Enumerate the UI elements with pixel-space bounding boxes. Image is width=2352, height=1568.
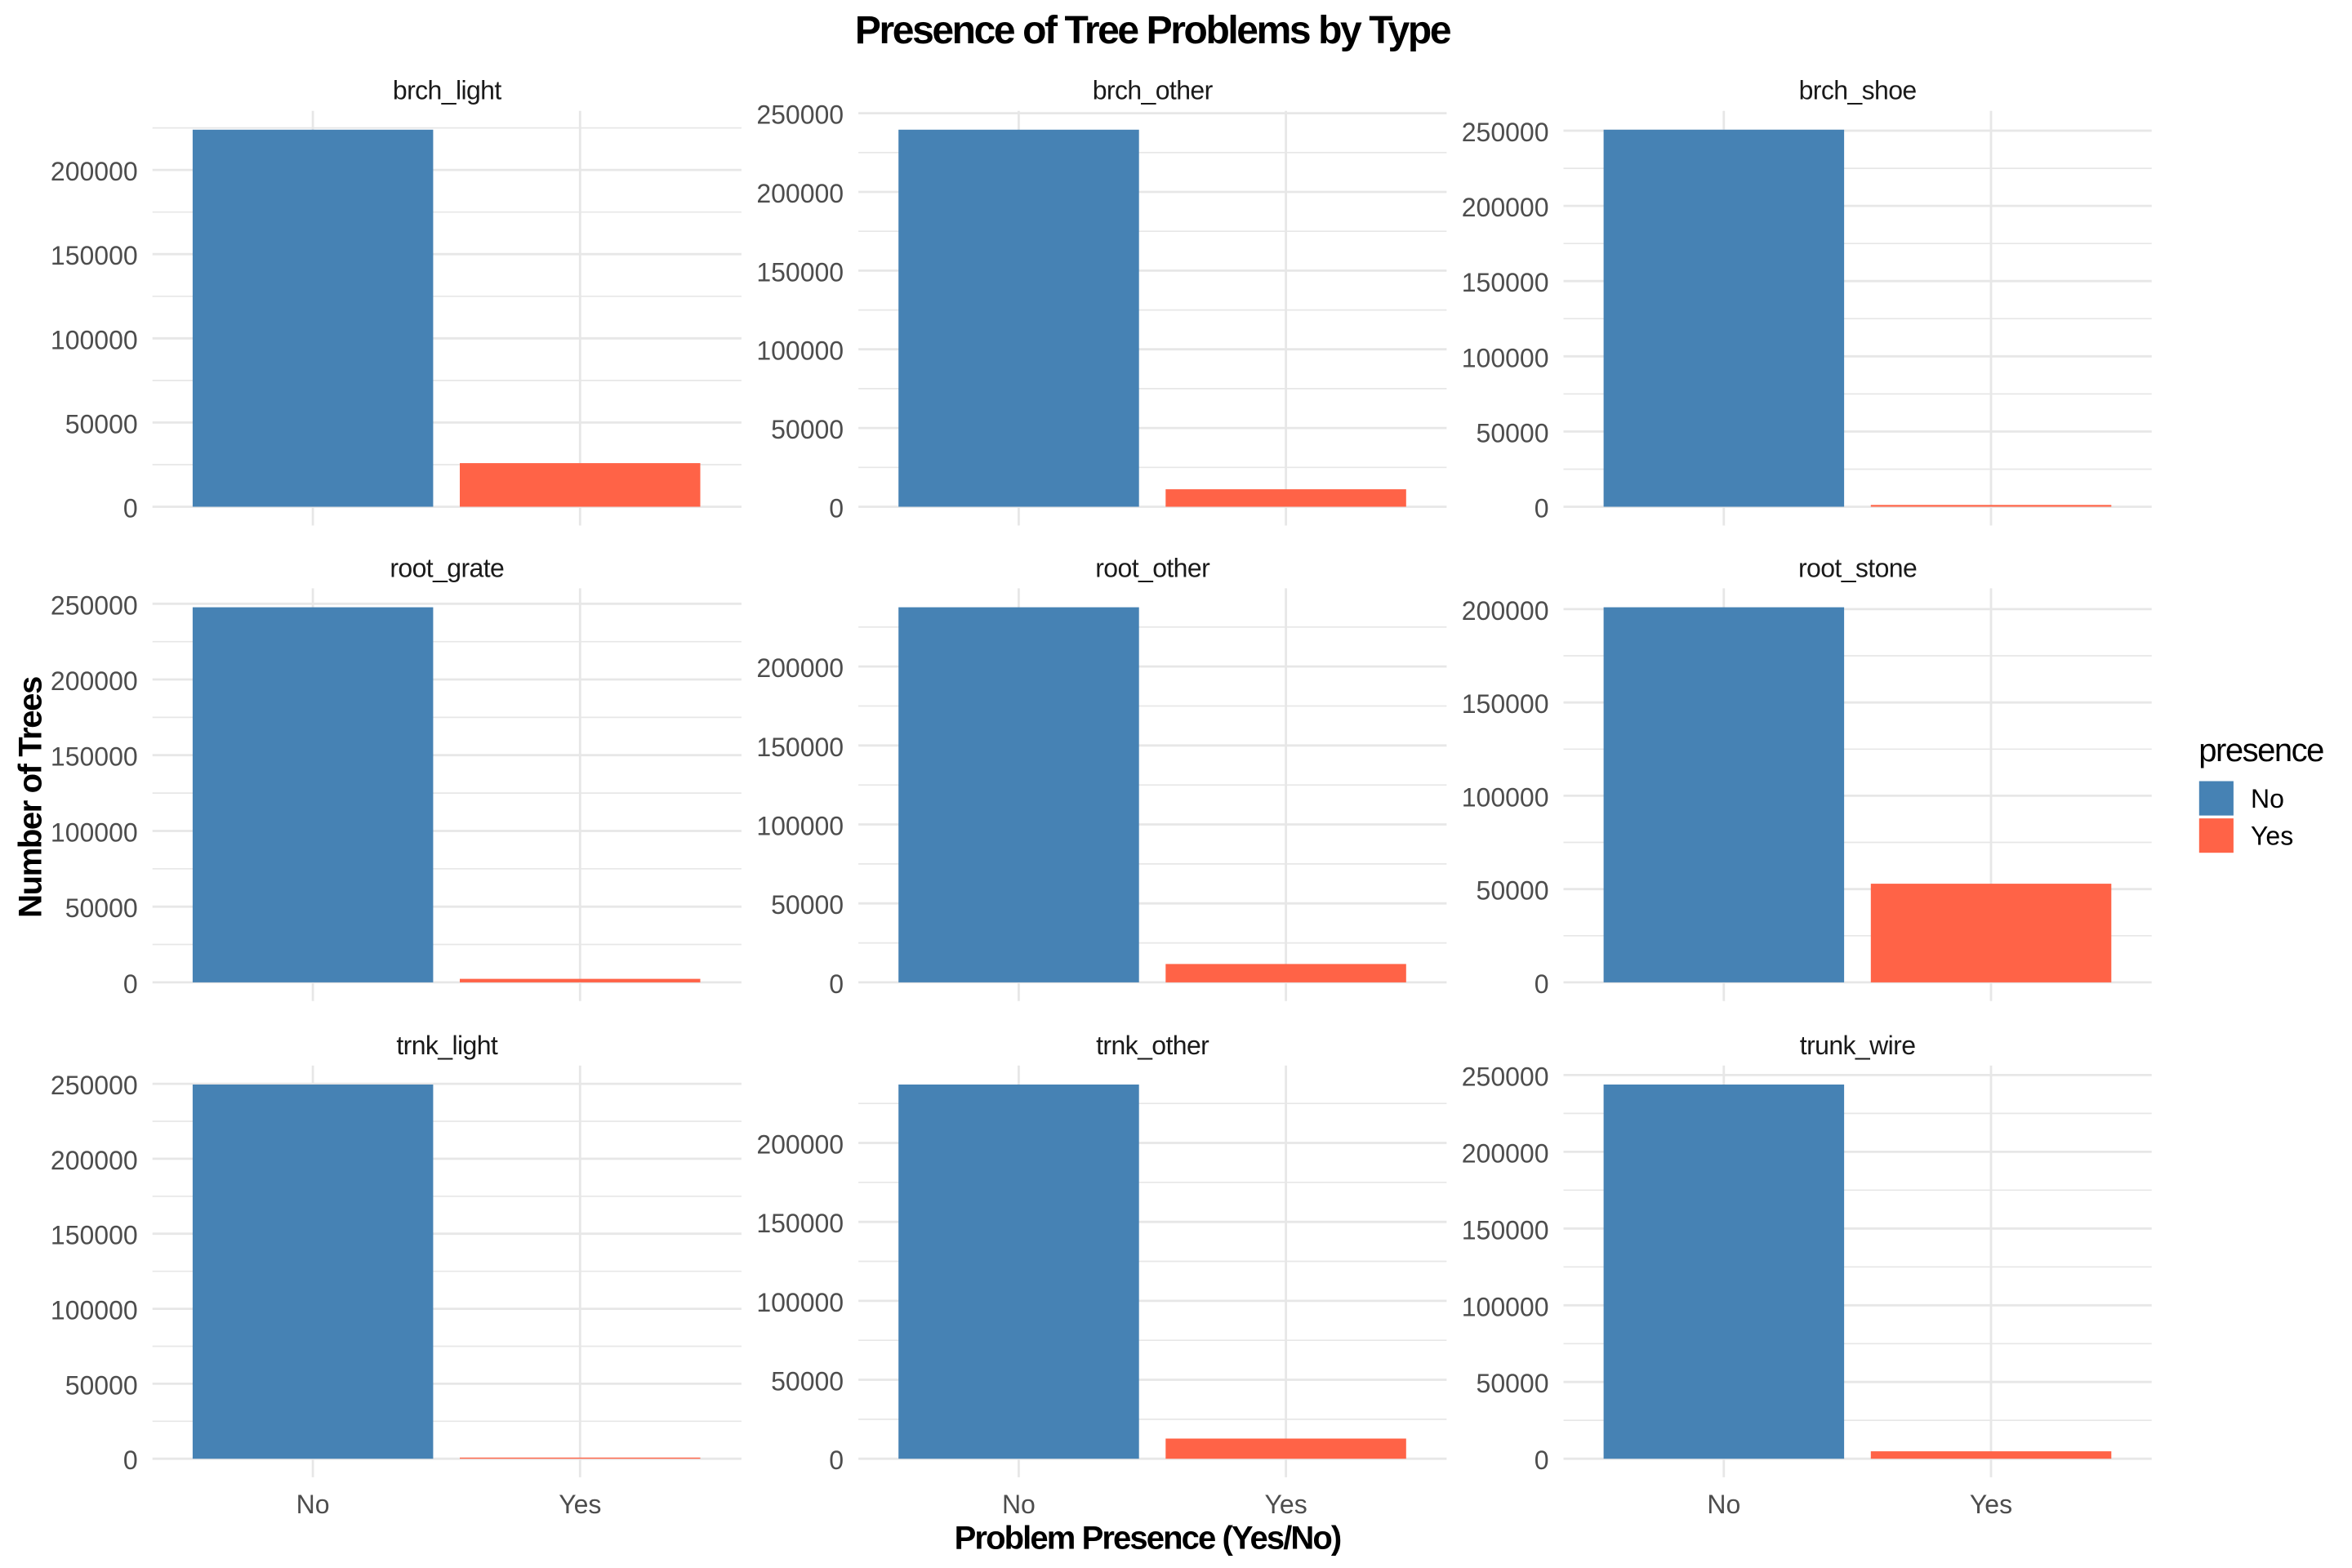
svg-text:100000: 100000 bbox=[1462, 782, 1549, 812]
svg-text:root_other: root_other bbox=[1095, 553, 1210, 582]
svg-text:250000: 250000 bbox=[1462, 118, 1549, 147]
svg-text:trnk_other: trnk_other bbox=[1096, 1031, 1209, 1060]
svg-text:50000: 50000 bbox=[771, 415, 844, 444]
svg-text:150000: 150000 bbox=[756, 257, 844, 287]
svg-text:200000: 200000 bbox=[756, 653, 844, 683]
svg-text:0: 0 bbox=[1535, 494, 1549, 523]
svg-text:150000: 150000 bbox=[51, 241, 138, 270]
svg-text:150000: 150000 bbox=[1462, 689, 1549, 719]
svg-text:No: No bbox=[296, 1490, 330, 1519]
svg-text:50000: 50000 bbox=[65, 409, 138, 439]
svg-text:No: No bbox=[1002, 1490, 1036, 1519]
svg-text:200000: 200000 bbox=[1462, 1138, 1549, 1168]
svg-text:No: No bbox=[2251, 784, 2284, 813]
svg-text:250000: 250000 bbox=[51, 1071, 138, 1100]
svg-text:150000: 150000 bbox=[756, 733, 844, 762]
svg-text:brch_light: brch_light bbox=[393, 76, 501, 105]
svg-text:100000: 100000 bbox=[51, 1296, 138, 1325]
svg-text:150000: 150000 bbox=[51, 742, 138, 772]
svg-text:150000: 150000 bbox=[756, 1209, 844, 1238]
svg-text:100000: 100000 bbox=[51, 818, 138, 848]
svg-text:250000: 250000 bbox=[1462, 1062, 1549, 1091]
svg-text:250000: 250000 bbox=[756, 100, 844, 130]
svg-text:50000: 50000 bbox=[1477, 418, 1549, 448]
svg-text:200000: 200000 bbox=[1462, 193, 1549, 222]
svg-text:250000: 250000 bbox=[51, 590, 138, 620]
svg-text:root_stone: root_stone bbox=[1798, 553, 1917, 582]
svg-text:100000: 100000 bbox=[51, 325, 138, 354]
svg-text:50000: 50000 bbox=[1477, 876, 1549, 906]
svg-text:Yes: Yes bbox=[2251, 822, 2293, 851]
svg-text:Yes: Yes bbox=[1264, 1490, 1307, 1519]
svg-text:100000: 100000 bbox=[756, 1288, 844, 1317]
svg-text:150000: 150000 bbox=[51, 1221, 138, 1250]
svg-text:presence: presence bbox=[2198, 733, 2323, 768]
svg-text:200000: 200000 bbox=[1462, 596, 1549, 626]
svg-text:50000: 50000 bbox=[65, 1370, 138, 1400]
svg-text:100000: 100000 bbox=[1462, 343, 1549, 372]
svg-text:0: 0 bbox=[1535, 1446, 1549, 1475]
svg-text:50000: 50000 bbox=[1477, 1369, 1549, 1398]
svg-text:trunk_wire: trunk_wire bbox=[1800, 1031, 1916, 1060]
svg-text:50000: 50000 bbox=[771, 890, 844, 920]
svg-text:0: 0 bbox=[123, 1446, 138, 1475]
svg-text:150000: 150000 bbox=[1462, 268, 1549, 297]
svg-text:200000: 200000 bbox=[51, 1146, 138, 1175]
svg-text:brch_other: brch_other bbox=[1093, 76, 1214, 105]
svg-text:100000: 100000 bbox=[756, 812, 844, 841]
svg-text:Presence of Tree Problems by T: Presence of Tree Problems by Type bbox=[855, 9, 1451, 52]
svg-text:100000: 100000 bbox=[1462, 1292, 1549, 1321]
svg-text:0: 0 bbox=[123, 494, 138, 523]
svg-text:brch_shoe: brch_shoe bbox=[1799, 76, 1917, 105]
svg-text:Number of Trees: Number of Trees bbox=[13, 677, 49, 918]
svg-text:200000: 200000 bbox=[51, 157, 138, 186]
svg-text:200000: 200000 bbox=[756, 1130, 844, 1160]
svg-text:50000: 50000 bbox=[65, 893, 138, 923]
svg-text:0: 0 bbox=[829, 969, 844, 999]
svg-text:150000: 150000 bbox=[1462, 1215, 1549, 1245]
svg-text:root_grate: root_grate bbox=[390, 553, 504, 582]
svg-text:0: 0 bbox=[829, 494, 844, 523]
svg-text:trnk_light: trnk_light bbox=[396, 1031, 498, 1060]
svg-text:50000: 50000 bbox=[771, 1367, 844, 1396]
svg-text:0: 0 bbox=[1535, 969, 1549, 999]
svg-text:200000: 200000 bbox=[756, 179, 844, 208]
svg-text:Yes: Yes bbox=[559, 1490, 601, 1519]
svg-text:0: 0 bbox=[829, 1446, 844, 1475]
svg-text:Yes: Yes bbox=[1970, 1490, 2012, 1519]
svg-text:100000: 100000 bbox=[756, 336, 844, 366]
svg-text:0: 0 bbox=[123, 969, 138, 999]
svg-text:200000: 200000 bbox=[51, 666, 138, 696]
svg-text:Problem Presence (Yes/No): Problem Presence (Yes/No) bbox=[955, 1521, 1341, 1557]
svg-text:No: No bbox=[1707, 1490, 1740, 1519]
